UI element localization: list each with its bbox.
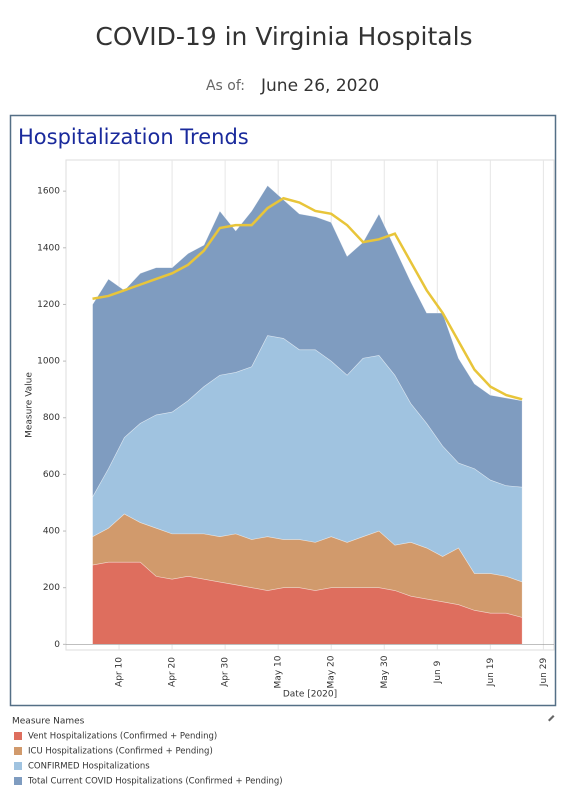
x-tick-label: Jun 19 [486,658,496,688]
as-of-date: June 26, 2020 [260,76,379,96]
y-tick-label: 1200 [37,300,60,310]
panel-title: Hospitalization Trends [18,125,249,149]
x-tick-label: Apr 10 [115,657,125,687]
x-tick-label: May 20 [327,655,337,688]
y-tick-label: 1400 [37,243,60,253]
y-tick-label: 800 [43,413,60,423]
as-of-label: As of: [206,78,245,94]
legend-swatch [14,762,22,770]
y-tick-label: 0 [54,640,60,650]
x-tick-label: Apr 30 [221,657,231,687]
x-tick-label: Jun 29 [539,658,549,688]
y-tick-label: 600 [43,470,60,480]
panel-border [9,114,557,707]
legend-swatch [14,732,22,740]
y-tick-label: 400 [43,527,60,537]
x-tick-label: Jun 9 [433,660,443,684]
chart-title: COVID-19 in Virginia Hospitals [95,22,472,51]
legend-swatch [14,777,22,785]
legend-label: Vent Hospitalizations (Confirmed + Pendi… [28,732,217,742]
y-axis-title: Measure Value [25,372,35,438]
y-tick-label: 1000 [37,357,60,367]
legend-swatch [14,747,22,755]
edit-icon[interactable] [548,715,555,722]
plot-area [65,159,555,651]
y-tick-label: 200 [43,583,60,593]
legend-label: ICU Hospitalizations (Confirmed + Pendin… [28,747,213,757]
legend-title: Measure Names [12,717,85,727]
legend-label: CONFIRMED Hospitalizations [28,762,150,772]
x-tick-label: Apr 20 [168,657,178,687]
area [92,561,523,645]
x-tick-label: May 30 [380,655,390,688]
x-axis-title: Date [2020] [283,690,337,700]
legend-label: Total Current COVID Hospitalizations (Co… [27,777,283,787]
trend-line [92,196,523,401]
y-tick-label: 1600 [37,187,60,197]
x-tick-label: May 10 [274,655,284,688]
